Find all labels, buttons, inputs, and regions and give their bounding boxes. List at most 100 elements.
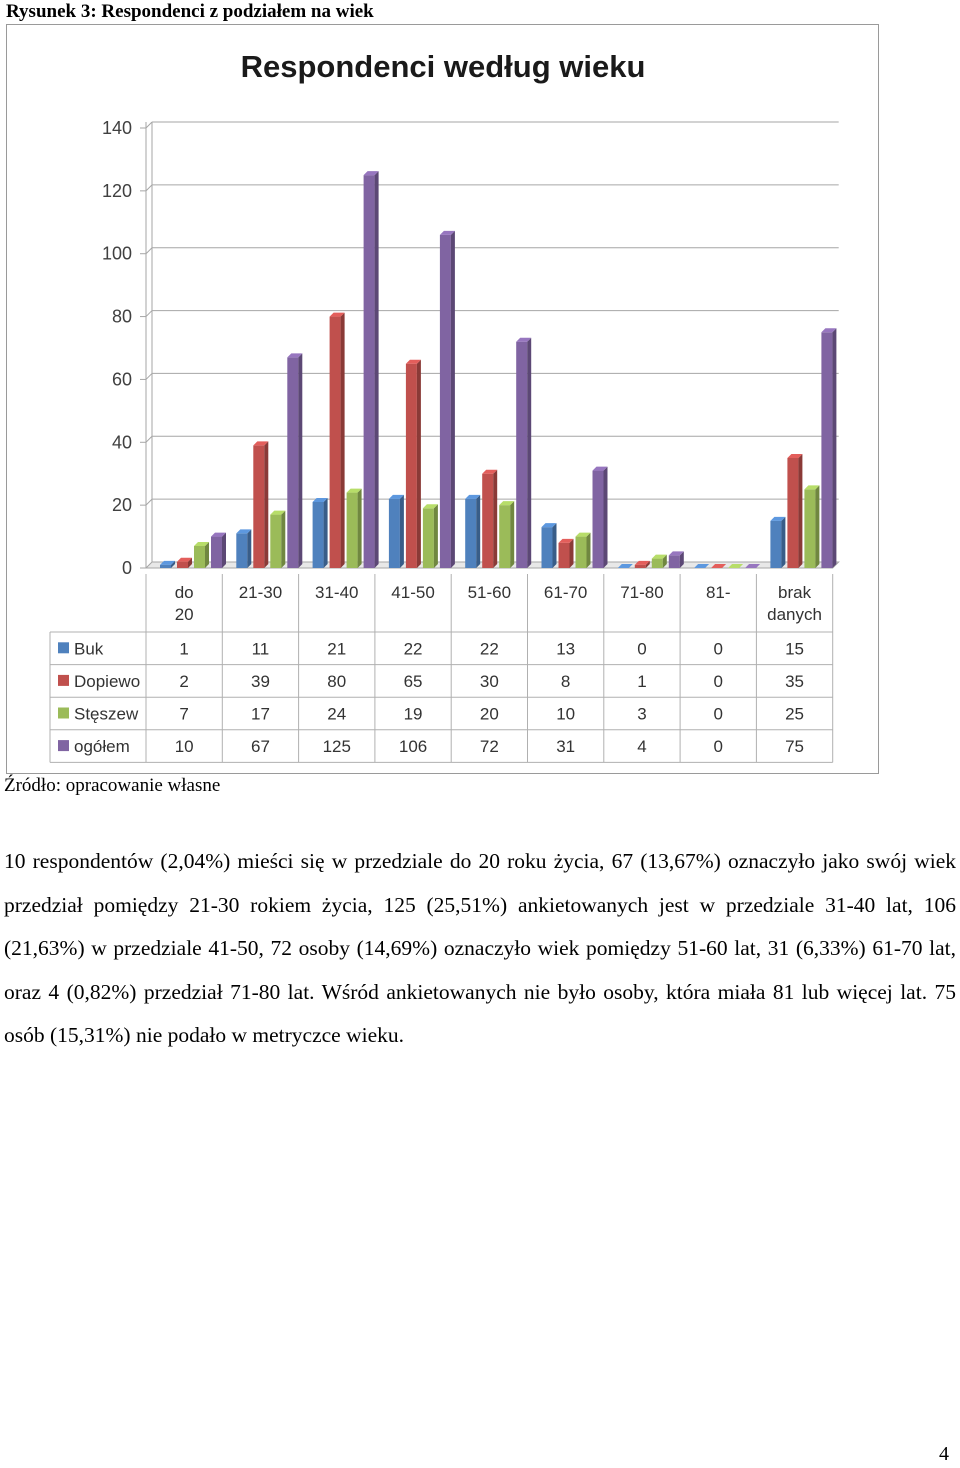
legend-key [58, 642, 69, 654]
y-tick-label: 40 [112, 432, 132, 452]
bar-front [651, 558, 663, 568]
category-label: brak danych [767, 583, 822, 624]
table-cell: 21 [327, 639, 346, 658]
bar-side [399, 494, 404, 568]
table-cell: 10 [556, 705, 575, 724]
bar [388, 494, 404, 568]
table-cell: 20 [480, 705, 499, 724]
bar-front [804, 489, 816, 568]
category-label: 81- [706, 583, 731, 602]
bar [363, 171, 379, 568]
table-cell: 1 [637, 672, 646, 691]
bar [770, 516, 786, 568]
bar [287, 353, 303, 568]
table-cell: 19 [404, 705, 423, 724]
bar-top [439, 230, 455, 235]
table-cell: 80 [327, 672, 346, 691]
bar [694, 564, 710, 569]
bar-front [516, 341, 528, 568]
bar-side [679, 551, 684, 568]
category-label: 41-50 [391, 583, 434, 602]
category-label: 31-40 [315, 583, 358, 602]
bar-side [247, 529, 252, 568]
bar-top [482, 469, 498, 474]
bar-top [787, 454, 803, 458]
bar-front [287, 357, 299, 568]
bar-side [552, 523, 557, 568]
bar-side [264, 441, 269, 568]
gridline-slant [145, 247, 153, 255]
bar-front [439, 234, 451, 568]
table-cell: 25 [785, 705, 804, 724]
y-tick-label: 60 [112, 369, 132, 389]
bar-top [617, 564, 633, 568]
bar-top [575, 532, 591, 537]
bar [465, 494, 481, 568]
table-cell: 1 [179, 639, 188, 658]
category-label: 61-70 [544, 583, 587, 602]
bar [439, 230, 455, 568]
bars-layer [160, 171, 837, 569]
table-cell: 8 [561, 672, 570, 691]
table-cell: 10 [175, 737, 194, 756]
bar [592, 466, 608, 568]
gridline-slant [145, 121, 153, 129]
bar [346, 488, 362, 568]
bar-top [363, 171, 379, 176]
table-cell: 0 [714, 639, 723, 658]
bar-front [465, 498, 477, 568]
bar [194, 542, 209, 568]
bar-top [312, 498, 328, 502]
bar-top [668, 551, 684, 556]
bar-front [499, 505, 511, 568]
table-cell: 30 [480, 672, 499, 691]
table-cell: 0 [637, 639, 646, 658]
table-cell: 39 [251, 672, 270, 691]
table-cell: 3 [637, 705, 646, 724]
bar [711, 564, 727, 569]
table-cell: 125 [323, 737, 351, 756]
bar-side [798, 454, 803, 568]
chart-frame: Respondenci według wieku 0 20 40 60 80 100 120… [6, 24, 879, 774]
bar-front [329, 316, 341, 568]
bar-top [821, 328, 837, 333]
bar-top [651, 554, 667, 559]
bar-front [405, 363, 417, 568]
table-cell: 31 [556, 737, 575, 756]
bar [634, 560, 650, 568]
legend-label: Stęszew [74, 705, 139, 724]
bar-front [312, 502, 324, 568]
bar-front [634, 564, 646, 568]
legend-label: Dopiewo [74, 672, 140, 691]
bar-side [527, 337, 532, 568]
bar [804, 485, 820, 568]
bar-top [634, 560, 650, 565]
bar-side [510, 501, 515, 568]
bar-side [603, 466, 608, 568]
table-cell: 0 [714, 705, 723, 724]
legend-label: Buk [74, 639, 104, 658]
bar-top [558, 538, 574, 543]
bar-top [270, 510, 286, 515]
bar-top [346, 488, 362, 493]
bar [211, 532, 226, 568]
bar-top [465, 494, 481, 499]
bar-front [363, 175, 375, 568]
table-cell: 35 [785, 672, 804, 691]
bar-side [781, 516, 786, 568]
bar-side [493, 469, 498, 568]
y-tick-label: 120 [102, 181, 132, 201]
bar-front [253, 445, 265, 568]
bar-front [482, 473, 494, 568]
bar [617, 564, 633, 569]
bar-top [329, 312, 345, 317]
bar-side [188, 557, 192, 568]
bar [558, 538, 574, 568]
bar-front [422, 508, 434, 568]
gridline-slant [145, 310, 153, 317]
bar-side [569, 538, 574, 568]
table-cell: 72 [480, 737, 499, 756]
bar-front [211, 536, 222, 568]
bar [160, 560, 175, 568]
table-cell: 75 [785, 737, 804, 756]
